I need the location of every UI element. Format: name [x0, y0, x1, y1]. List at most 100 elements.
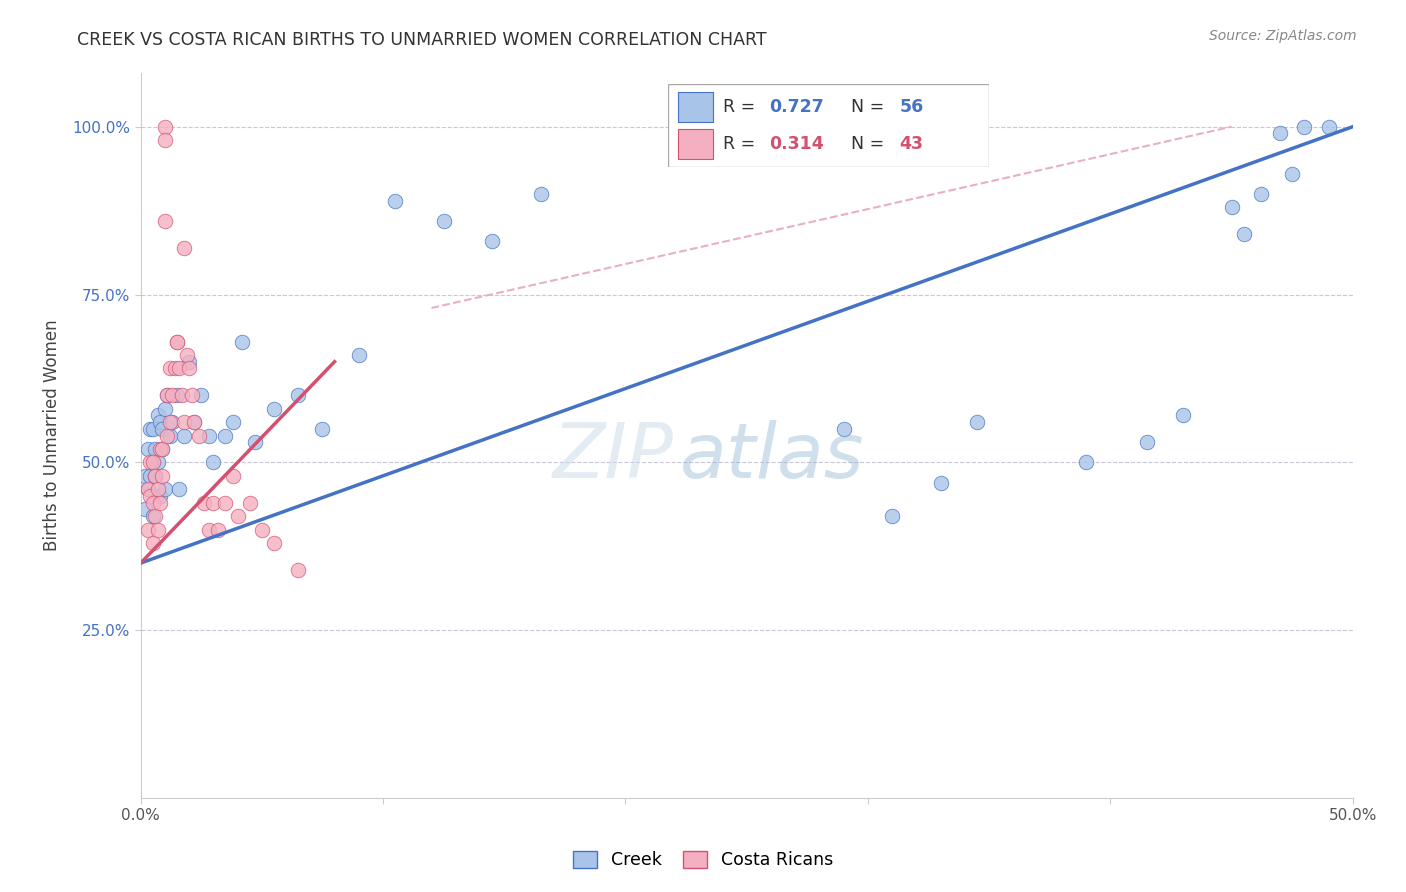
Point	[929, 475, 952, 490]
Point	[311, 422, 333, 436]
Point	[146, 523, 169, 537]
Point	[214, 428, 236, 442]
Point	[832, 422, 855, 436]
Point	[231, 334, 253, 349]
Point	[190, 388, 212, 402]
Point	[142, 422, 165, 436]
Point	[207, 523, 229, 537]
Point	[187, 428, 209, 442]
Point	[142, 496, 165, 510]
Text: CREEK VS COSTA RICAN BIRTHS TO UNMARRIED WOMEN CORRELATION CHART: CREEK VS COSTA RICAN BIRTHS TO UNMARRIED…	[77, 31, 766, 49]
Point	[139, 455, 162, 469]
Point	[173, 415, 195, 429]
Point	[156, 388, 179, 402]
Point	[183, 415, 205, 429]
Point	[530, 186, 553, 201]
Point	[214, 496, 236, 510]
Point	[239, 496, 262, 510]
Point	[153, 401, 176, 416]
Point	[149, 415, 172, 429]
Point	[143, 509, 166, 524]
Point	[166, 388, 188, 402]
Point	[263, 401, 285, 416]
Text: Source: ZipAtlas.com: Source: ZipAtlas.com	[1209, 29, 1357, 43]
Point	[882, 509, 904, 524]
Point	[202, 455, 225, 469]
Legend: Creek, Costa Ricans: Creek, Costa Ricans	[565, 844, 841, 876]
Point	[143, 468, 166, 483]
Point	[222, 415, 245, 429]
Point	[143, 442, 166, 456]
Point	[149, 489, 172, 503]
Point	[139, 468, 162, 483]
Point	[222, 468, 245, 483]
Point	[287, 388, 309, 402]
Point	[134, 502, 156, 516]
Point	[966, 415, 988, 429]
Point	[202, 496, 225, 510]
Point	[1074, 455, 1097, 469]
Point	[142, 509, 165, 524]
Point	[153, 482, 176, 496]
Point	[169, 361, 191, 376]
Point	[149, 442, 172, 456]
Text: atlas: atlas	[681, 420, 865, 494]
Point	[481, 234, 503, 248]
Point	[193, 496, 215, 510]
Point	[347, 348, 370, 362]
Point	[250, 523, 273, 537]
Point	[1171, 409, 1194, 423]
Point	[179, 354, 201, 368]
Point	[197, 428, 219, 442]
Point	[163, 361, 186, 376]
Point	[152, 422, 174, 436]
Point	[243, 435, 266, 450]
Point	[160, 415, 183, 429]
Point	[384, 194, 406, 208]
Point	[173, 241, 195, 255]
Point	[156, 388, 179, 402]
Point	[176, 348, 198, 362]
Point	[173, 428, 195, 442]
Point	[1250, 186, 1272, 201]
Point	[1233, 227, 1256, 241]
Point	[1136, 435, 1159, 450]
Point	[263, 536, 285, 550]
Point	[166, 334, 188, 349]
Point	[142, 455, 165, 469]
Point	[433, 213, 456, 227]
Point	[146, 409, 169, 423]
Point	[287, 563, 309, 577]
Point	[159, 428, 181, 442]
Point	[142, 455, 165, 469]
Point	[134, 468, 156, 483]
Point	[153, 133, 176, 147]
Point	[142, 536, 165, 550]
Point	[183, 415, 205, 429]
Point	[1268, 127, 1291, 141]
Point	[153, 120, 176, 134]
Point	[170, 388, 193, 402]
Point	[160, 388, 183, 402]
Point	[156, 428, 179, 442]
Point	[1281, 167, 1303, 181]
Point	[179, 361, 201, 376]
Point	[152, 442, 174, 456]
Point	[1220, 200, 1243, 214]
Point	[146, 482, 169, 496]
Point	[180, 388, 202, 402]
Point	[153, 213, 176, 227]
Point	[136, 482, 159, 496]
Point	[136, 523, 159, 537]
Y-axis label: Births to Unmarried Women: Births to Unmarried Women	[44, 319, 60, 551]
Point	[1317, 120, 1340, 134]
Point	[1294, 120, 1316, 134]
Point	[152, 442, 174, 456]
Point	[197, 523, 219, 537]
Point	[149, 496, 172, 510]
Point	[136, 442, 159, 456]
Point	[143, 468, 166, 483]
Point	[152, 468, 174, 483]
Text: ZIP: ZIP	[553, 420, 673, 494]
Point	[146, 455, 169, 469]
